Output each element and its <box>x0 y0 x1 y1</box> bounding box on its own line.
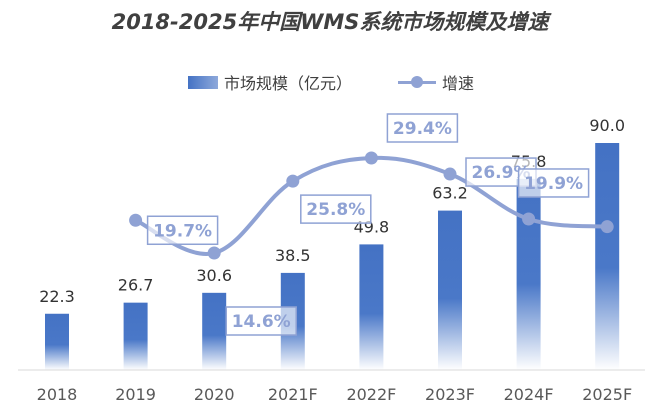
growth-point-2019 <box>129 213 143 227</box>
chart-title: 2018-2025年中国WMS系统市场规模及增速 <box>111 10 549 34</box>
bar-2019 <box>123 302 148 370</box>
bar-2025F <box>595 143 620 370</box>
growth-point-2023F <box>443 167 457 181</box>
legend-item-growth: 增速 <box>398 70 474 94</box>
x-tick-label: 2019 <box>115 385 156 404</box>
bar-value-label: 22.3 <box>39 287 75 306</box>
growth-label-2021F: 25.8% <box>300 194 372 224</box>
growth-point-2020 <box>207 246 221 260</box>
bar-value-label: 38.5 <box>275 246 311 265</box>
legend-label-growth: 增速 <box>442 74 475 93</box>
bar-value-label: 63.2 <box>432 184 468 203</box>
bar-value-label: 90.0 <box>589 116 625 135</box>
growth-point-2022F <box>364 151 378 165</box>
bar-2018 <box>45 313 69 370</box>
bar-2022F <box>359 244 384 370</box>
growth-label-2024F: 19.9% <box>517 168 590 198</box>
legend-bar-swatch <box>188 75 218 89</box>
growth-label-text: 19.9% <box>524 174 583 194</box>
x-tick-label: 2018 <box>37 385 78 404</box>
bar-2020 <box>202 292 227 370</box>
growth-label-text: 26.9% <box>472 163 531 183</box>
bar-value-label: 26.7 <box>118 276 154 295</box>
growth-label-text: 19.7% <box>153 221 212 241</box>
x-tick-label: 2020 <box>194 385 235 404</box>
growth-point-2021F <box>286 174 300 188</box>
growth-label-2020: 14.6% <box>225 306 297 336</box>
growth-point-2024F <box>522 212 536 226</box>
x-tick-label: 2021F <box>268 385 318 404</box>
growth-label-text: 29.4% <box>393 119 452 139</box>
growth-label-2019: 19.7% <box>146 215 219 246</box>
x-tick-label: 2022F <box>346 385 396 404</box>
x-tick-label: 2024F <box>504 385 554 404</box>
growth-label-text: 14.6% <box>232 312 291 332</box>
growth-label-2022F: 29.4% <box>386 113 459 143</box>
growth-point-2025F <box>600 220 614 234</box>
legend-line-swatch <box>398 75 436 89</box>
x-tick-label: 2025F <box>582 385 632 404</box>
bar-2024F <box>516 178 541 370</box>
legend: 市场规模（亿元） 增速 <box>0 70 660 94</box>
bar-2023F <box>438 210 462 370</box>
growth-label-text: 25.8% <box>306 200 365 220</box>
legend-label-market-size: 市场规模（亿元） <box>224 74 353 93</box>
x-tick-label: 2023F <box>425 385 475 404</box>
legend-item-market-size: 市场规模（亿元） <box>188 70 352 94</box>
bar-value-label: 30.6 <box>196 266 232 285</box>
